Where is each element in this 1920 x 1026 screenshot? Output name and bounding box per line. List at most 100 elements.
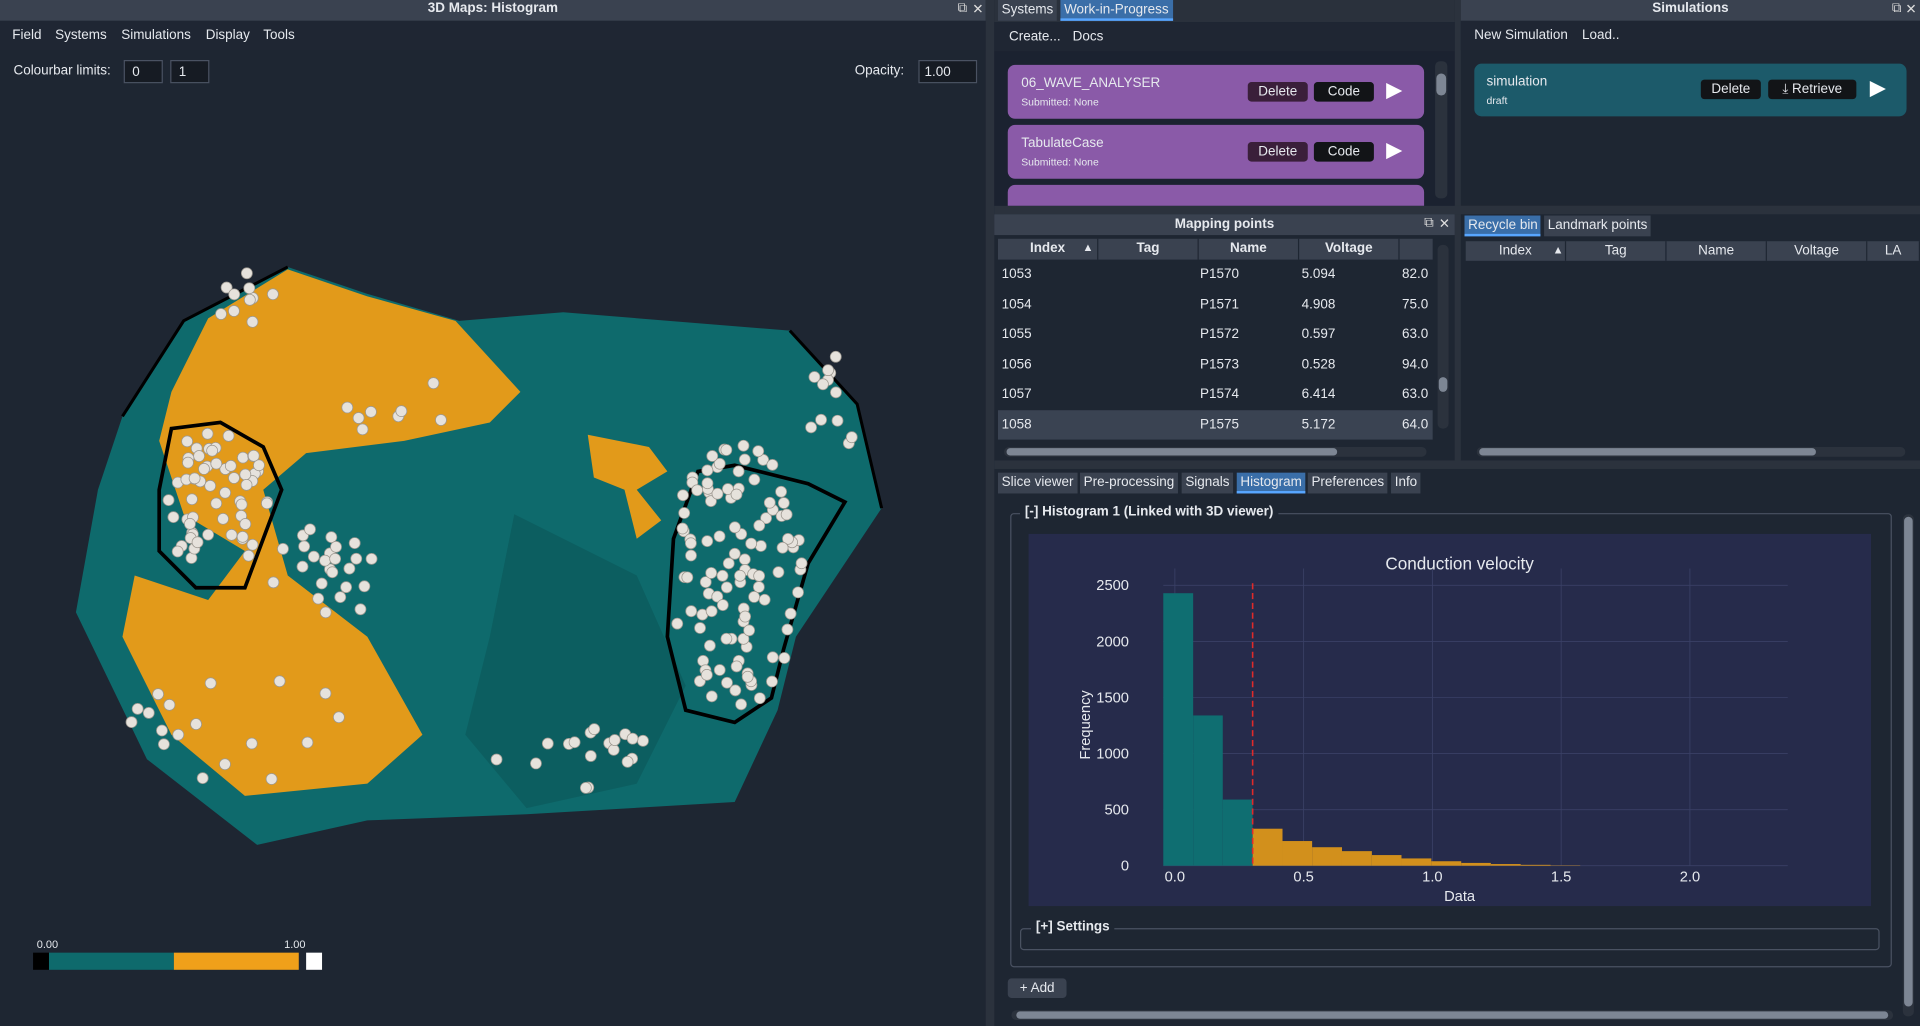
mapping-point-marker	[713, 457, 726, 470]
column-header[interactable]: Name	[1198, 238, 1300, 260]
column-header[interactable]: Voltage	[1299, 238, 1400, 260]
mapping-point-marker	[815, 413, 827, 426]
workflow-status: Submitted: None	[1021, 155, 1099, 168]
mapping-point-marker	[777, 497, 790, 509]
scroll-thumb	[1436, 73, 1447, 96]
window-icon[interactable]: ✕	[1438, 216, 1451, 232]
button[interactable]: Code	[1313, 142, 1374, 162]
group-title[interactable]: [-] Histogram 1 (Linked with 3D viewer)	[1020, 504, 1279, 522]
menu-item[interactable]: Docs	[1072, 29, 1104, 45]
tab[interactable]: Recycle bin	[1464, 215, 1541, 237]
mapping-point-marker	[753, 692, 766, 705]
play-button[interactable]: ▶	[1386, 78, 1403, 102]
button[interactable]: + Add	[1007, 978, 1067, 998]
tab[interactable]: Preferences	[1307, 472, 1388, 494]
mapping-point-marker	[704, 639, 716, 652]
x-tick-label: 2.0	[1680, 870, 1700, 886]
column-header[interactable]: LA	[1867, 241, 1920, 261]
play-button[interactable]: ▶	[1869, 75, 1886, 100]
3d-viewport[interactable]	[0, 86, 986, 992]
menu-item[interactable]: Systems	[55, 28, 107, 43]
mapping-point-marker	[182, 456, 194, 469]
y-tick-label: 1000	[1096, 746, 1129, 762]
group-title[interactable]: [+] Settings	[1031, 919, 1115, 937]
legend-swatch	[48, 952, 174, 970]
panel-title: Mapping points	[1174, 216, 1275, 232]
button[interactable]: Delete	[1247, 142, 1308, 162]
mapping-point-marker	[246, 315, 259, 328]
mapping-point-marker	[243, 293, 256, 306]
tab[interactable]: Systems	[997, 0, 1057, 21]
table-row[interactable]	[997, 409, 1433, 440]
table-cell: P1575	[1200, 416, 1239, 432]
window-icon[interactable]: ✕	[972, 2, 984, 18]
column-header[interactable]: Tag	[1098, 238, 1199, 260]
menu-item[interactable]: Tools	[263, 28, 295, 43]
tab[interactable]: Signals	[1181, 472, 1234, 494]
window-icon[interactable]: ⧉	[1424, 215, 1434, 231]
mapping-point-marker	[348, 537, 361, 549]
mapping-point-marker	[352, 412, 365, 424]
sort-indicator: ▲	[1082, 241, 1094, 254]
mapping-point-marker	[607, 743, 620, 756]
table-cell: 63.0	[1402, 326, 1429, 342]
input[interactable]: 1.00	[918, 60, 978, 84]
mapping-point-marker	[766, 458, 779, 471]
mapping-point-marker	[671, 617, 684, 630]
tab[interactable]: Work-in-Progress	[1060, 0, 1174, 21]
histogram-bar	[1222, 799, 1253, 866]
menu-item[interactable]: Display	[205, 28, 250, 43]
column-header[interactable]: Index	[997, 238, 1099, 260]
input[interactable]: 1	[170, 60, 210, 84]
tab[interactable]: Pre-processing	[1080, 472, 1178, 494]
mapping-point-marker	[217, 513, 229, 525]
mapping-point-marker	[808, 371, 821, 383]
mapping-point-marker	[329, 553, 342, 565]
menu-item[interactable]: Field	[12, 28, 42, 43]
y-axis-label: Frequency	[1078, 690, 1094, 760]
button[interactable]: Delete	[1700, 79, 1761, 100]
mapping-point-marker	[245, 737, 258, 750]
window-icon[interactable]: ✕	[1905, 2, 1917, 18]
table-cell: 63.0	[1402, 386, 1429, 402]
play-button[interactable]: ▶	[1386, 138, 1403, 162]
mapping-point-marker	[766, 651, 779, 664]
y-tick-label: 0	[1121, 859, 1129, 875]
input[interactable]: 0	[123, 60, 163, 84]
menu-item[interactable]: Create...	[1008, 29, 1061, 45]
histogram-bar	[1193, 715, 1223, 866]
splitter	[994, 205, 1920, 215]
tab[interactable]: Info	[1391, 472, 1421, 494]
tab[interactable]: Slice viewer	[997, 472, 1078, 494]
histogram-bar	[1341, 851, 1372, 866]
button[interactable]: Code	[1313, 82, 1374, 102]
mapping-point-marker	[677, 489, 689, 502]
mapping-point-marker	[235, 498, 248, 511]
column-header[interactable]: Name	[1666, 241, 1767, 261]
column-header[interactable]: Index	[1465, 241, 1567, 261]
mapping-point-marker	[753, 519, 766, 532]
mapping-point-marker	[568, 736, 581, 749]
histogram-bar	[1371, 855, 1402, 866]
mapping-point-marker	[720, 581, 733, 594]
button[interactable]: ⤓ Retrieve	[1768, 79, 1857, 100]
menu-item[interactable]: Simulations	[121, 28, 191, 43]
tab[interactable]: Histogram	[1236, 472, 1306, 494]
column-header[interactable]: Tag	[1566, 241, 1667, 261]
mapping-point-marker	[817, 378, 829, 391]
tab[interactable]: Landmark points	[1544, 215, 1651, 237]
window-icon[interactable]: ⧉	[957, 1, 968, 16]
column-header[interactable]: Voltage	[1766, 241, 1868, 261]
mapping-point-marker	[131, 702, 144, 715]
button[interactable]: Delete	[1247, 82, 1308, 102]
mapping-point-marker	[240, 479, 253, 491]
menu-item[interactable]: Load..	[1582, 28, 1620, 43]
mapping-point-marker	[220, 281, 233, 294]
x-tick-label: 0.0	[1165, 870, 1185, 886]
mapping-point-marker	[125, 716, 138, 728]
menu-item[interactable]: New Simulation	[1474, 28, 1568, 43]
mapping-point-marker	[705, 495, 717, 508]
window-icon[interactable]: ⧉	[1891, 1, 1902, 16]
simulation-status: draft	[1486, 94, 1508, 107]
mapping-point-marker	[706, 450, 719, 462]
